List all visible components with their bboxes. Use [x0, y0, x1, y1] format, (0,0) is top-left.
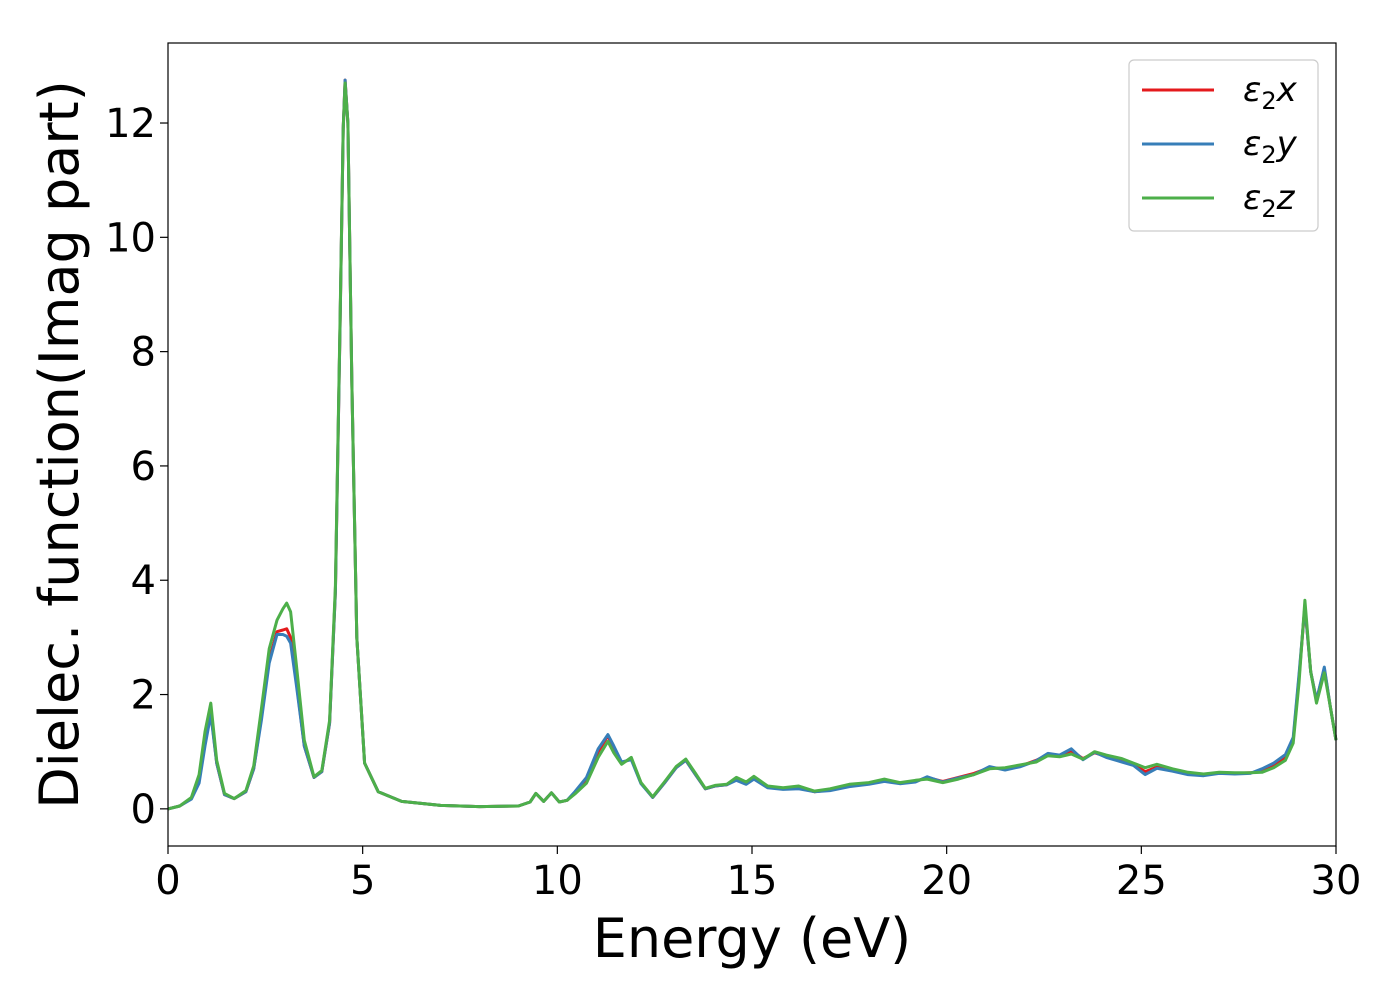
- x-axis-label: Energy (eV): [593, 907, 912, 970]
- x-axis-ticks: 0 5 10 15 20 25 30: [155, 846, 1361, 904]
- y-axis-ticks: 0 2 4 6 8 10 12: [105, 101, 168, 833]
- y-tick-label: 10: [105, 215, 156, 261]
- y-tick-label: 8: [131, 330, 156, 376]
- y-tick-label: 4: [131, 558, 156, 604]
- x-tick-label: 25: [1116, 858, 1167, 904]
- legend: ε2x ε2y ε2z: [1128, 59, 1319, 232]
- x-tick-label: 5: [350, 858, 375, 904]
- x-tick-label: 0: [155, 858, 180, 904]
- legend-box: [1128, 59, 1319, 232]
- y-axis-label: Dielec. function(Imag part): [28, 80, 91, 809]
- x-tick-label: 10: [532, 858, 583, 904]
- legend-label: ε2x: [1243, 70, 1298, 115]
- y-tick-label: 6: [131, 444, 156, 490]
- x-tick-label: 20: [921, 858, 972, 904]
- x-tick-label: 15: [727, 858, 778, 904]
- series-line-3: [167, 81, 1338, 811]
- y-tick-label: 12: [105, 101, 156, 147]
- series-layer: [167, 78, 1338, 811]
- y-tick-label: 2: [131, 673, 156, 719]
- legend-label: ε2z: [1243, 178, 1296, 223]
- y-tick-label: 0: [131, 787, 156, 833]
- x-tick-label: 30: [1311, 858, 1362, 904]
- legend-label: ε2y: [1243, 124, 1298, 169]
